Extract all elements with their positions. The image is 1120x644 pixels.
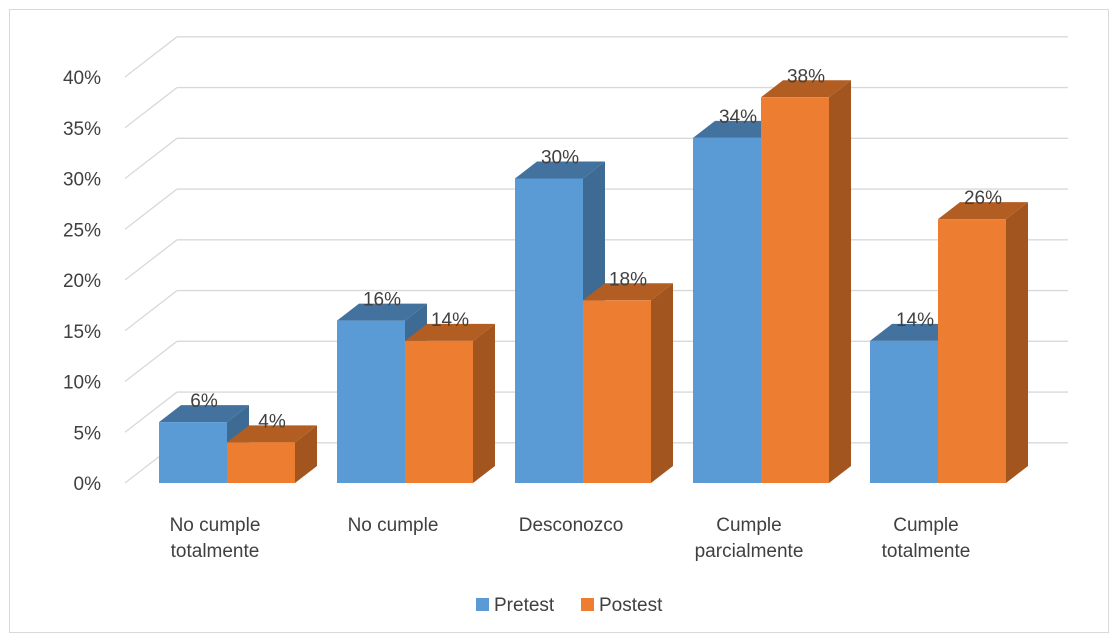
bar-postest [938, 219, 1006, 483]
gridline-side [124, 391, 178, 433]
y-tick-label: 15% [63, 322, 101, 343]
bar-pretest [693, 137, 761, 483]
bar-side [651, 283, 673, 483]
data-label: 26% [964, 188, 1002, 209]
bar-top [515, 161, 605, 179]
legend-label: Postest [599, 595, 663, 616]
legend-item-postest: Postest [581, 595, 663, 616]
y-tick-label: 5% [74, 423, 102, 444]
x-axis: No cumple totalmente No cumple Desconozco Cu… [170, 515, 971, 562]
gridline-side [124, 188, 178, 230]
x-tick-label: Cumple parcialmente [695, 515, 804, 562]
x-tick-label: Cumple totalmente [882, 515, 971, 562]
gridline-side [124, 87, 178, 129]
legend-label: Pretest [494, 595, 555, 616]
bar-top [761, 80, 851, 98]
y-tick-label: 20% [63, 271, 101, 292]
bar-postest [583, 300, 651, 483]
data-label: 16% [363, 290, 401, 311]
gridline-side [124, 36, 178, 78]
data-labels: 6% 4% 16% 14% 30% 18% 34% 38% 14% 26% [190, 66, 1002, 432]
bar-top [938, 202, 1028, 220]
gridline-side [124, 137, 178, 180]
bar-postest [405, 340, 473, 483]
x-tick-label: Desconozco [519, 515, 624, 536]
bar-top [693, 120, 783, 138]
y-tick-label: 35% [63, 119, 101, 140]
data-label: 18% [609, 269, 647, 290]
data-label: 14% [431, 310, 469, 331]
bar-side [473, 323, 495, 483]
bar-postest [761, 97, 829, 484]
bar-pretest [870, 340, 938, 483]
bar-side [295, 425, 317, 483]
bar-top [337, 303, 427, 321]
y-tick-label: 0% [74, 474, 102, 495]
y-tick-label: 30% [63, 170, 101, 191]
x-tick-label: No cumple [348, 515, 439, 536]
legend: Pretest Postest [476, 595, 663, 616]
data-label: 38% [787, 66, 825, 87]
bar-top [227, 425, 317, 443]
y-axis: 0% 5% 10% 15% 20% 25% 30% 35% 40% [63, 68, 101, 495]
bar-pretest [159, 422, 227, 483]
bar-top [583, 283, 673, 301]
gridline-side [124, 290, 178, 332]
data-label: 6% [190, 391, 218, 412]
bar-pretest [515, 178, 583, 483]
gridline-side [124, 340, 178, 383]
y-tick-label: 10% [63, 373, 101, 394]
bar-side [1006, 202, 1028, 483]
bar-top [870, 323, 960, 341]
data-label: 4% [258, 411, 286, 432]
bar-side [829, 80, 851, 484]
gridline-side [124, 239, 178, 281]
x-tick-label: No cumple totalmente [170, 515, 261, 562]
legend-swatch [476, 598, 489, 611]
legend-item-pretest: Pretest [476, 595, 555, 616]
data-label: 34% [719, 107, 757, 128]
bar-pretest [337, 320, 405, 483]
y-tick-label: 25% [63, 220, 101, 241]
legend-swatch [581, 598, 594, 611]
data-label: 14% [896, 310, 934, 331]
bar-top [405, 323, 495, 341]
bar-postest [227, 442, 295, 483]
data-label: 30% [541, 148, 579, 169]
bars [159, 80, 1028, 484]
bar-top [159, 405, 249, 423]
y-tick-label: 40% [63, 68, 101, 89]
